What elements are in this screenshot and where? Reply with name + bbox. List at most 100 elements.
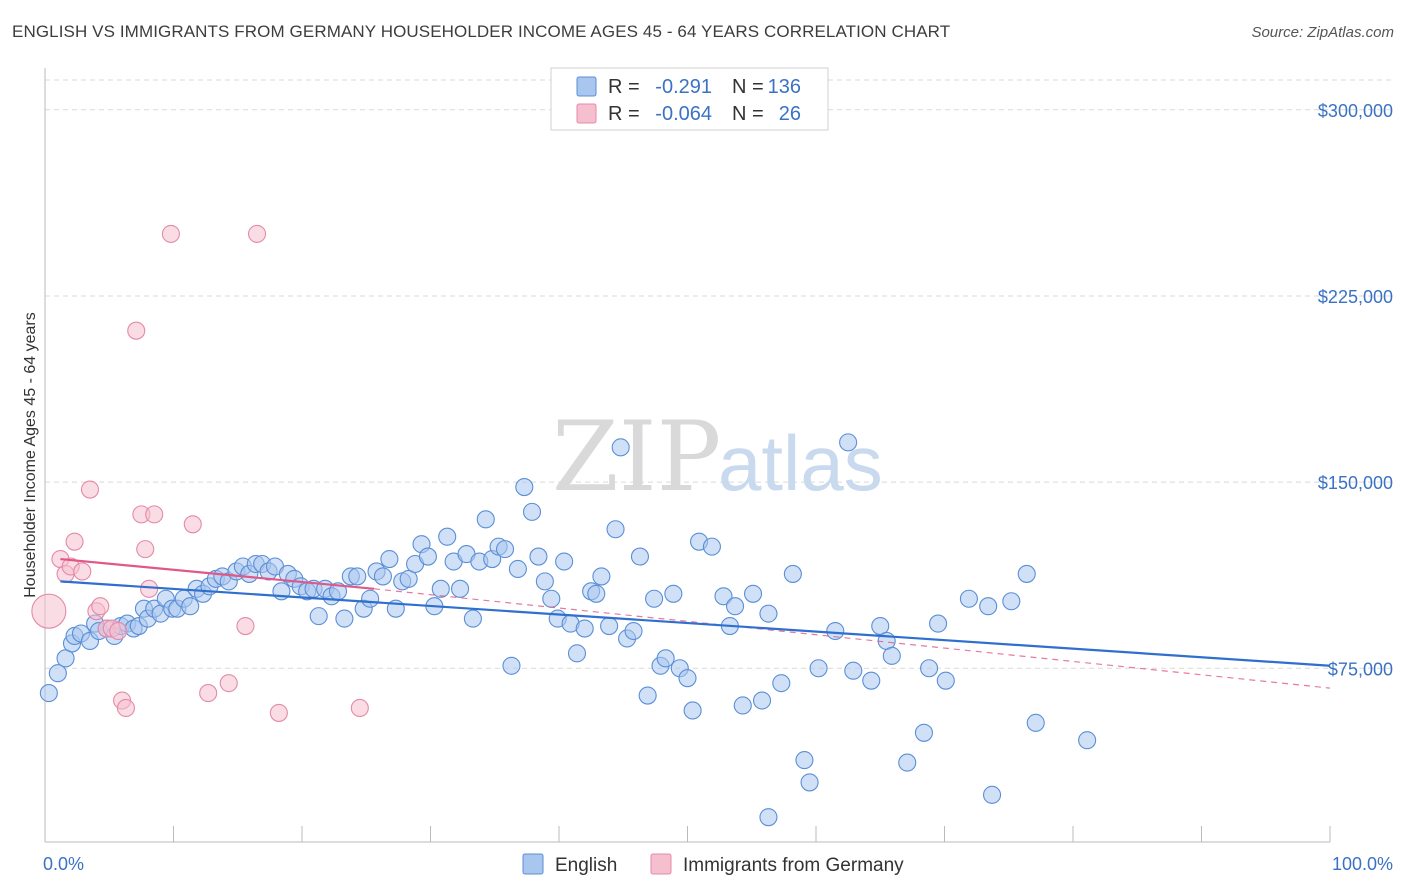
point-english [725,597,745,616]
point-english [529,547,548,566]
point-english [630,547,650,566]
point-english [535,572,554,591]
y-tick-labels: $75,000 $150,000 $225,000 $300,000 [1318,101,1393,679]
x-tick-label: 100.0% [1332,854,1393,874]
legend-r-value-english: -0.291 [655,76,712,98]
point-germany [183,515,202,534]
point-english [476,510,495,529]
series-legend-germany: Immigrants from Germany [683,855,904,876]
point-english [463,609,482,628]
y-tick-label: $225,000 [1318,287,1393,307]
point-germany [140,579,159,598]
point-english [431,579,450,598]
point-germany [31,593,67,629]
point-english [335,609,354,628]
trend-lines [60,557,1331,689]
point-english [959,589,978,608]
point-english [606,520,625,539]
point-english [39,684,58,703]
point-english [929,614,948,633]
x-tick-label: 0.0% [43,854,84,874]
y-tick-label: $150,000 [1318,473,1393,493]
point-english [759,808,778,827]
points-germany [31,224,369,722]
point-english [587,584,606,603]
point-germany [247,224,267,243]
point-english [48,664,67,683]
point-english [772,674,791,693]
legend-box [550,67,829,131]
point-english [418,547,437,566]
point-english [645,589,664,608]
point-english [638,686,657,705]
point-english [979,597,998,616]
point-english [555,552,574,571]
point-germany [127,321,146,340]
watermark-zip: ZIP [552,401,721,513]
y-axis-label: Householder Income Ages 45 - 64 years [22,312,39,598]
point-english [683,701,702,720]
point-germany [80,480,100,499]
point-english [982,785,1002,804]
point-germany [136,540,155,559]
point-english [844,661,863,680]
point-english [800,773,819,792]
point-english [502,656,521,675]
point-english [399,569,418,588]
x-tick-labels: 0.0% 100.0% [43,854,1393,874]
point-english [664,584,683,603]
point-english [936,671,955,690]
point-english [733,696,752,715]
point-english [181,597,200,616]
point-germany [109,621,128,641]
point-english [592,567,611,586]
point-germany [219,674,238,693]
legend-n-label: N = [732,103,764,125]
point-english [508,559,527,579]
point-english [451,579,470,598]
point-english [871,617,890,636]
legend-r-label: R = [608,76,640,98]
axes [44,68,1331,843]
point-germany [145,505,164,524]
series-legend-swatch-germany [650,853,672,875]
point-english [809,659,828,678]
legend-n-value-english: 136 [768,76,801,98]
point-english [678,669,697,688]
point-english [826,621,845,641]
correlation-legend: R = -0.291 N = 136 R = -0.064 N = 26 [550,67,829,131]
trend-line-english [60,580,1331,667]
point-english [542,589,561,608]
trend-line-germany [60,557,375,590]
point-english [862,671,881,690]
point-english [522,502,542,521]
point-english [914,723,933,742]
point-english [783,564,802,583]
point-germany [236,617,255,636]
point-english [1078,731,1097,750]
point-english [438,527,457,546]
point-english [600,617,619,636]
y-tick-label: $300,000 [1318,101,1393,121]
point-english [624,621,643,641]
y-tick-label: $75,000 [1328,659,1393,679]
series-legend-english: English [555,855,617,876]
point-english [567,644,587,663]
point-english [1002,592,1021,611]
point-germany [199,684,218,703]
point-english [743,584,763,603]
point-english [795,751,814,770]
legend-swatch-germany [576,103,597,124]
point-germany [161,224,180,243]
point-germany [116,698,136,718]
point-english [1026,713,1045,732]
point-germany [269,703,288,722]
point-english [759,604,778,623]
point-germany [350,698,369,718]
legend-r-value-germany: -0.064 [655,103,712,125]
series-legend-swatch-english [522,853,544,875]
point-english [752,691,772,710]
series-legend: English Immigrants from Germany [522,853,904,876]
point-germany [65,532,84,551]
point-english [656,649,675,668]
